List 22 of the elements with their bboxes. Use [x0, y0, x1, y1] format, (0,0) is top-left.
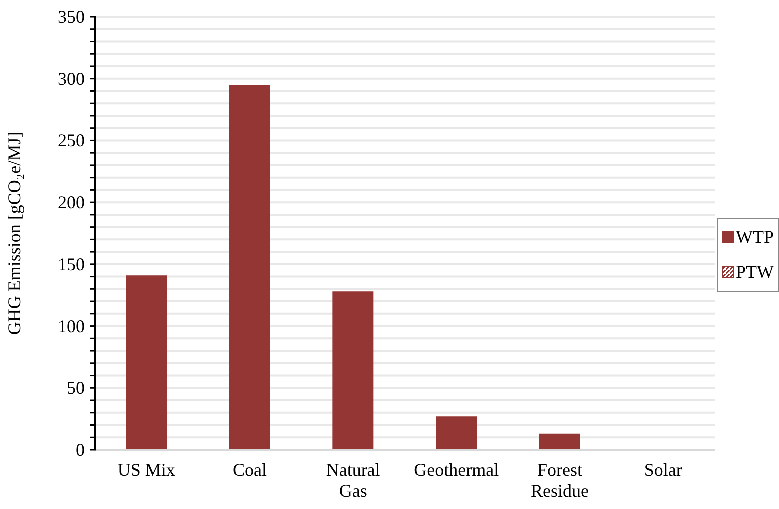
bar — [436, 416, 477, 450]
x-tick-label: Geothermal — [414, 460, 500, 480]
bar — [539, 434, 580, 450]
legend-label: WTP — [736, 226, 774, 248]
bar — [229, 85, 270, 450]
bar — [332, 292, 374, 450]
legend-label: PTW — [736, 262, 774, 282]
y-tick-label: 300 — [58, 68, 85, 89]
y-tick-label: 50 — [67, 378, 85, 398]
y-tick-label: 250 — [58, 130, 85, 151]
x-tick-label: Coal — [233, 460, 267, 480]
y-tick-label: 200 — [58, 192, 85, 213]
y-tick-label: 100 — [58, 316, 85, 336]
y-tick-label: 150 — [58, 254, 85, 274]
x-tick-label: Forest Residue — [531, 460, 589, 501]
bar — [126, 276, 167, 450]
x-tick-label: Natural Gas — [326, 460, 380, 501]
x-tick-label: US Mix — [118, 460, 176, 480]
x-tick-label: Solar — [644, 460, 682, 480]
y-axis-title: GHG Emission [gCO₂e/MJ] — [4, 132, 24, 336]
y-tick-label: 350 — [58, 7, 85, 27]
y-tick-label: 0 — [76, 440, 85, 460]
